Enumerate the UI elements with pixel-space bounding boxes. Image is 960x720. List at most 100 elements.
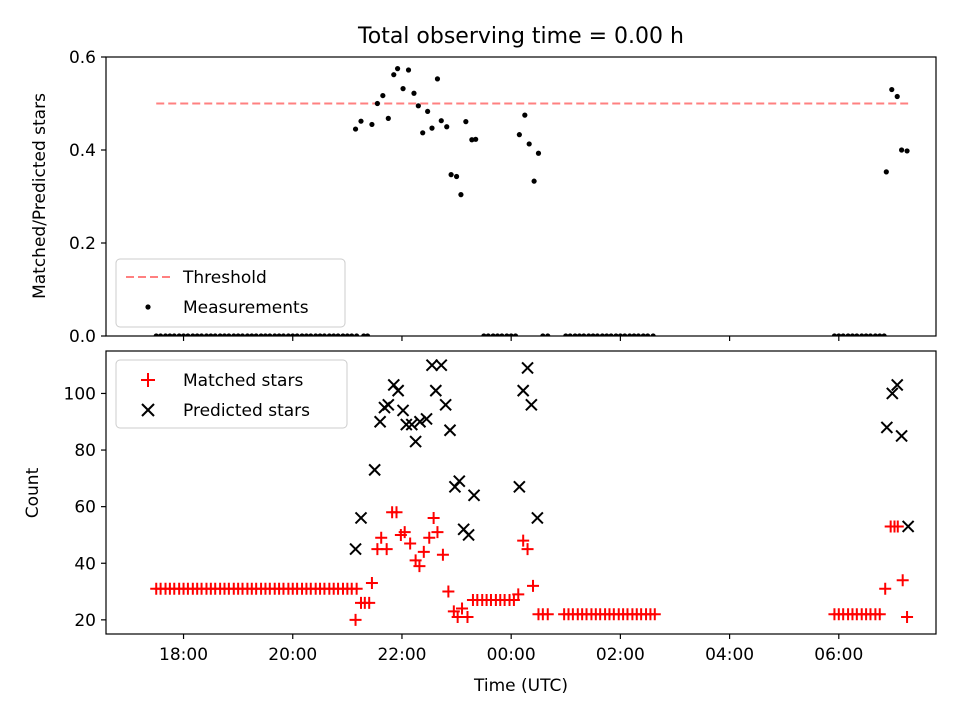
measurements-point <box>494 333 501 336</box>
predicted-stars-point <box>439 398 452 411</box>
top-y-tick-label: 0.6 <box>69 48 96 68</box>
bottom-plot-area <box>150 358 915 626</box>
matched-stars-point <box>417 545 430 558</box>
measurements-point <box>458 192 464 198</box>
measurements-legend-label: Measurements <box>183 298 309 318</box>
measurements-point <box>162 333 169 336</box>
bottom-x-tick-label: 04:00 <box>705 645 754 665</box>
measurements-point <box>872 333 878 336</box>
measurements-point <box>635 333 642 336</box>
measurements-point <box>262 333 269 336</box>
measurements-point <box>425 108 431 115</box>
measurements-point <box>438 118 444 124</box>
measurements-point <box>622 333 628 336</box>
measurements-point <box>326 333 332 336</box>
matched-stars-point <box>521 543 534 556</box>
bottom-x-tick-label: 20:00 <box>268 645 317 665</box>
measurements-point <box>594 333 601 336</box>
top-panel-axes: 0.0 0.2 0.4 0.6 <box>69 48 937 347</box>
matched-stars-point <box>901 611 914 624</box>
measurements-point <box>167 333 173 336</box>
measurements-point <box>522 112 528 118</box>
predicted-stars-point <box>382 398 395 411</box>
measurements-point <box>516 132 522 138</box>
measurements-point <box>267 333 273 336</box>
predicted-stars-point <box>396 404 410 417</box>
measurements-point <box>420 130 426 136</box>
bottom-y-tick-label: 40 <box>74 554 96 574</box>
measurements-point <box>904 148 910 154</box>
measurements-point <box>590 333 596 336</box>
measurements-point <box>321 333 328 336</box>
measurements-point <box>290 333 296 336</box>
matched-legend-label: Matched stars <box>183 371 303 391</box>
bottom-panel-axes: 20 40 60 80 100 18:00 20:00 22:00 00:00 02:00 04:0… <box>64 350 937 665</box>
measurements-point <box>354 333 360 336</box>
top-y-tick-label: 0.2 <box>69 234 96 254</box>
measurements-point <box>469 137 475 143</box>
measurements-point <box>385 115 391 121</box>
top-panel-legend: Threshold Measurements <box>115 258 346 328</box>
matched-stars-point <box>541 608 554 621</box>
predicted-stars-point <box>531 511 544 525</box>
measurements-point <box>490 333 496 336</box>
measurements-point <box>405 67 412 73</box>
matched-stars-point <box>427 511 440 524</box>
measurements-point <box>358 118 364 124</box>
measurements-point <box>212 333 218 336</box>
matched-stars-point <box>398 526 411 539</box>
bottom-x-tick-label: 00:00 <box>487 645 536 665</box>
x-axis-label: Time (UTC) <box>473 676 568 696</box>
predicted-stars-point <box>425 358 439 372</box>
measurements-point <box>429 125 435 131</box>
measurements-point <box>434 76 441 82</box>
matched-stars-point <box>350 582 363 595</box>
bottom-x-tick-label: 18:00 <box>159 645 208 665</box>
measurements-point <box>349 333 355 336</box>
measurements-point <box>448 172 454 178</box>
measurements-point <box>361 333 367 336</box>
measurements-point <box>253 333 259 336</box>
measurements-point <box>411 90 417 96</box>
measurements-point <box>836 333 842 336</box>
bottom-panel-legend: Matched stars Predicted stars <box>115 359 348 429</box>
measurements-point <box>303 333 310 336</box>
matched-stars-point <box>873 608 886 621</box>
measurements-point <box>203 333 210 336</box>
matched-stars-point <box>349 613 362 626</box>
measurements-point <box>567 333 573 336</box>
measurements-point <box>308 333 314 336</box>
bottom-legend-frame <box>115 359 348 429</box>
top-panel-title: Total observing time = 0.00 h <box>357 24 684 49</box>
measurements-point <box>604 333 610 336</box>
measurements-point <box>369 121 375 128</box>
measurements-point <box>352 126 359 132</box>
measurements-point <box>867 333 874 336</box>
predicted-stars-point <box>368 463 381 477</box>
measurements-point <box>854 333 860 336</box>
matched-stars-point <box>517 534 530 547</box>
top-legend-frame <box>115 258 346 328</box>
predicted-legend-marker <box>141 403 155 417</box>
measurements-point <box>883 169 889 175</box>
measurements-point <box>631 333 637 336</box>
bottom-x-tick-label: 06:00 <box>814 645 863 665</box>
measurements-point <box>608 333 614 336</box>
matched-stars-point <box>380 543 393 556</box>
measurements-point <box>881 333 887 336</box>
measurements-point <box>898 147 905 153</box>
bottom-y-tick-label: 100 <box>64 384 96 404</box>
measurements-point <box>272 333 278 336</box>
measurements-point <box>171 333 177 336</box>
measurements-point <box>512 333 519 336</box>
measurements-point <box>391 72 397 78</box>
measurements-point <box>863 333 869 336</box>
measurements-point <box>280 333 287 336</box>
measurements-point <box>444 124 450 130</box>
predicted-legend-label: Predicted stars <box>183 401 310 421</box>
measurements-point <box>640 333 646 336</box>
measurements-point <box>473 136 479 142</box>
bottom-y-tick-label: 20 <box>74 611 96 631</box>
matched-stars-point <box>431 526 444 539</box>
measurements-point <box>581 333 587 336</box>
